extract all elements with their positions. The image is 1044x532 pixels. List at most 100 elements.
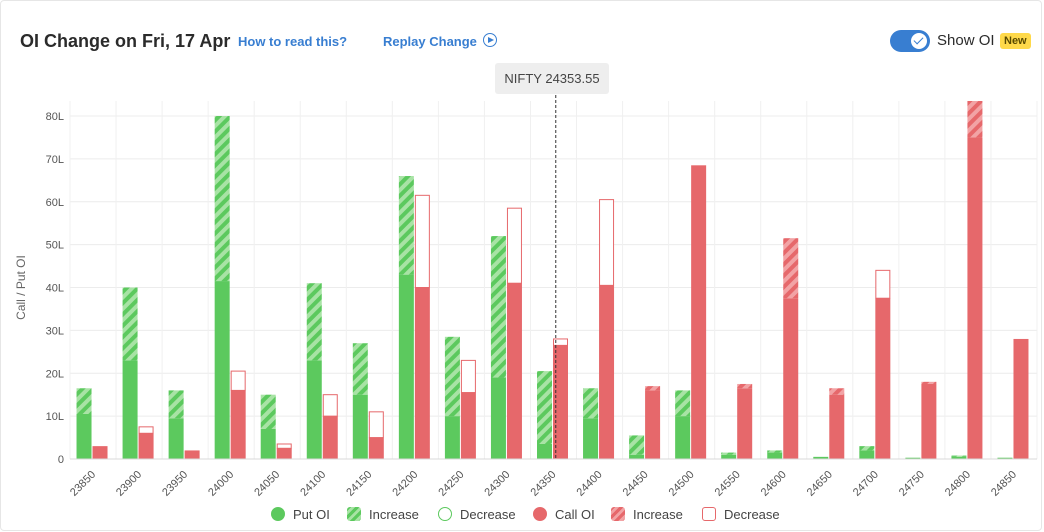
x-tick-label: 24000	[206, 469, 236, 499]
y-tick-label: 0	[58, 454, 64, 466]
call-decrease-bar[interactable]	[322, 394, 338, 417]
put-oi-bar[interactable]	[905, 457, 921, 459]
put-increase-bar[interactable]	[767, 450, 783, 453]
how-to-read-link[interactable]: How to read this?	[238, 34, 348, 49]
put-increase-bar[interactable]	[537, 371, 552, 444]
call-decrease-bar[interactable]	[230, 370, 246, 391]
legend-label: Decrease	[460, 507, 516, 522]
put-oi-bar[interactable]	[214, 281, 230, 459]
legend-label: Put OI	[293, 507, 330, 522]
call-oi-bar[interactable]	[276, 448, 292, 459]
play-icon[interactable]	[483, 33, 497, 47]
y-axis-title: Call / Put OI	[14, 255, 28, 320]
call-oi-bar[interactable]	[921, 383, 937, 459]
put-increase-bar[interactable]	[122, 287, 138, 361]
put-oi-bar[interactable]	[122, 360, 138, 459]
call-increase-bar[interactable]	[829, 388, 845, 395]
call-decrease-bar[interactable]	[599, 199, 615, 286]
x-tick-label: 24850	[989, 469, 1019, 499]
put-oi-bar[interactable]	[398, 274, 414, 459]
y-tick-label: 80L	[46, 111, 64, 123]
put-oi-bar[interactable]	[675, 416, 691, 459]
call-oi-bar[interactable]	[92, 446, 108, 459]
put-oi-bar[interactable]	[352, 394, 368, 459]
show-oi-toggle[interactable]	[890, 30, 930, 52]
call-increase-bar[interactable]	[645, 386, 661, 391]
x-tick-label: 23900	[114, 469, 144, 499]
call-oi-bar[interactable]	[322, 416, 338, 459]
call-oi-bar[interactable]	[737, 388, 753, 459]
y-tick-label: 70L	[46, 154, 64, 166]
call-oi-bar[interactable]	[553, 345, 568, 459]
call-oi-bar[interactable]	[967, 137, 983, 459]
call-decrease-bar[interactable]	[368, 411, 384, 439]
put-oi-bar[interactable]	[721, 454, 737, 459]
put-increase-bar[interactable]	[260, 394, 276, 429]
legend-label: Call OI	[555, 507, 595, 522]
put-oi-bar[interactable]	[168, 418, 184, 459]
put-oi-bar[interactable]	[490, 377, 506, 459]
call-oi-bar[interactable]	[829, 394, 845, 459]
replay-change-link[interactable]: Replay Change	[383, 34, 477, 49]
put-oi-bar[interactable]	[583, 418, 599, 459]
call-decrease-bar[interactable]	[553, 338, 568, 346]
call-oi-bar[interactable]	[230, 390, 246, 459]
call-oi-bar[interactable]	[875, 298, 891, 459]
call-oi-bar[interactable]	[599, 285, 615, 459]
y-tick-label: 50L	[46, 240, 64, 252]
put-oi-bar[interactable]	[306, 360, 322, 459]
put-increase-bar[interactable]	[629, 435, 645, 455]
put-oi-bar[interactable]	[951, 456, 967, 459]
call-oi-bar[interactable]	[368, 437, 384, 459]
put-oi-bar[interactable]	[444, 416, 460, 459]
call-oi-bar[interactable]	[691, 165, 707, 459]
call-decrease-bar[interactable]	[506, 207, 522, 284]
x-tick-label: 24100	[298, 469, 328, 499]
put-oi-bar[interactable]	[260, 428, 276, 459]
put-increase-bar[interactable]	[490, 236, 506, 378]
put-increase-bar[interactable]	[398, 176, 414, 275]
put-oi-bar[interactable]	[629, 454, 645, 459]
put-oi-bar[interactable]	[76, 413, 92, 459]
put-increase-bar[interactable]	[675, 390, 691, 417]
call-oi-bar[interactable]	[506, 283, 522, 459]
put-increase-bar[interactable]	[352, 343, 368, 395]
call-increase-bar[interactable]	[967, 100, 983, 138]
put-increase-bar[interactable]	[444, 336, 460, 417]
call-oi-bar[interactable]	[645, 390, 661, 459]
call-oi-bar[interactable]	[460, 392, 476, 459]
outline-red-square-icon	[702, 507, 716, 521]
put-oi-bar[interactable]	[813, 456, 829, 459]
call-decrease-bar[interactable]	[138, 426, 154, 434]
call-increase-bar[interactable]	[921, 381, 937, 384]
call-oi-bar[interactable]	[783, 298, 799, 459]
check-icon	[911, 33, 927, 49]
put-oi-bar[interactable]	[997, 457, 1013, 459]
y-tick-label: 20L	[46, 368, 64, 380]
put-increase-bar[interactable]	[306, 283, 322, 361]
call-decrease-bar[interactable]	[276, 443, 292, 449]
put-oi-bar[interactable]	[537, 443, 552, 459]
put-increase-bar[interactable]	[951, 455, 967, 457]
call-oi-bar[interactable]	[414, 287, 430, 460]
spot-price-label: NIFTY 24353.55	[495, 63, 609, 94]
put-increase-bar[interactable]	[583, 388, 599, 419]
call-oi-bar[interactable]	[184, 450, 200, 459]
call-oi-bar[interactable]	[1013, 338, 1029, 459]
call-oi-bar[interactable]	[138, 433, 154, 459]
call-increase-bar[interactable]	[737, 383, 753, 389]
put-increase-bar[interactable]	[214, 116, 230, 282]
put-increase-bar[interactable]	[859, 446, 875, 451]
put-increase-bar[interactable]	[721, 452, 737, 455]
solid-red-dot-icon	[533, 507, 547, 521]
put-increase-bar[interactable]	[76, 388, 92, 414]
x-tick-label: 24300	[482, 469, 512, 499]
put-oi-bar[interactable]	[859, 450, 875, 459]
call-decrease-bar[interactable]	[414, 194, 430, 288]
call-increase-bar[interactable]	[783, 238, 799, 299]
put-increase-bar[interactable]	[168, 390, 184, 419]
call-decrease-bar[interactable]	[875, 269, 891, 299]
x-tick-label: 24650	[805, 469, 835, 499]
put-oi-bar[interactable]	[767, 452, 783, 459]
call-decrease-bar[interactable]	[460, 359, 476, 394]
